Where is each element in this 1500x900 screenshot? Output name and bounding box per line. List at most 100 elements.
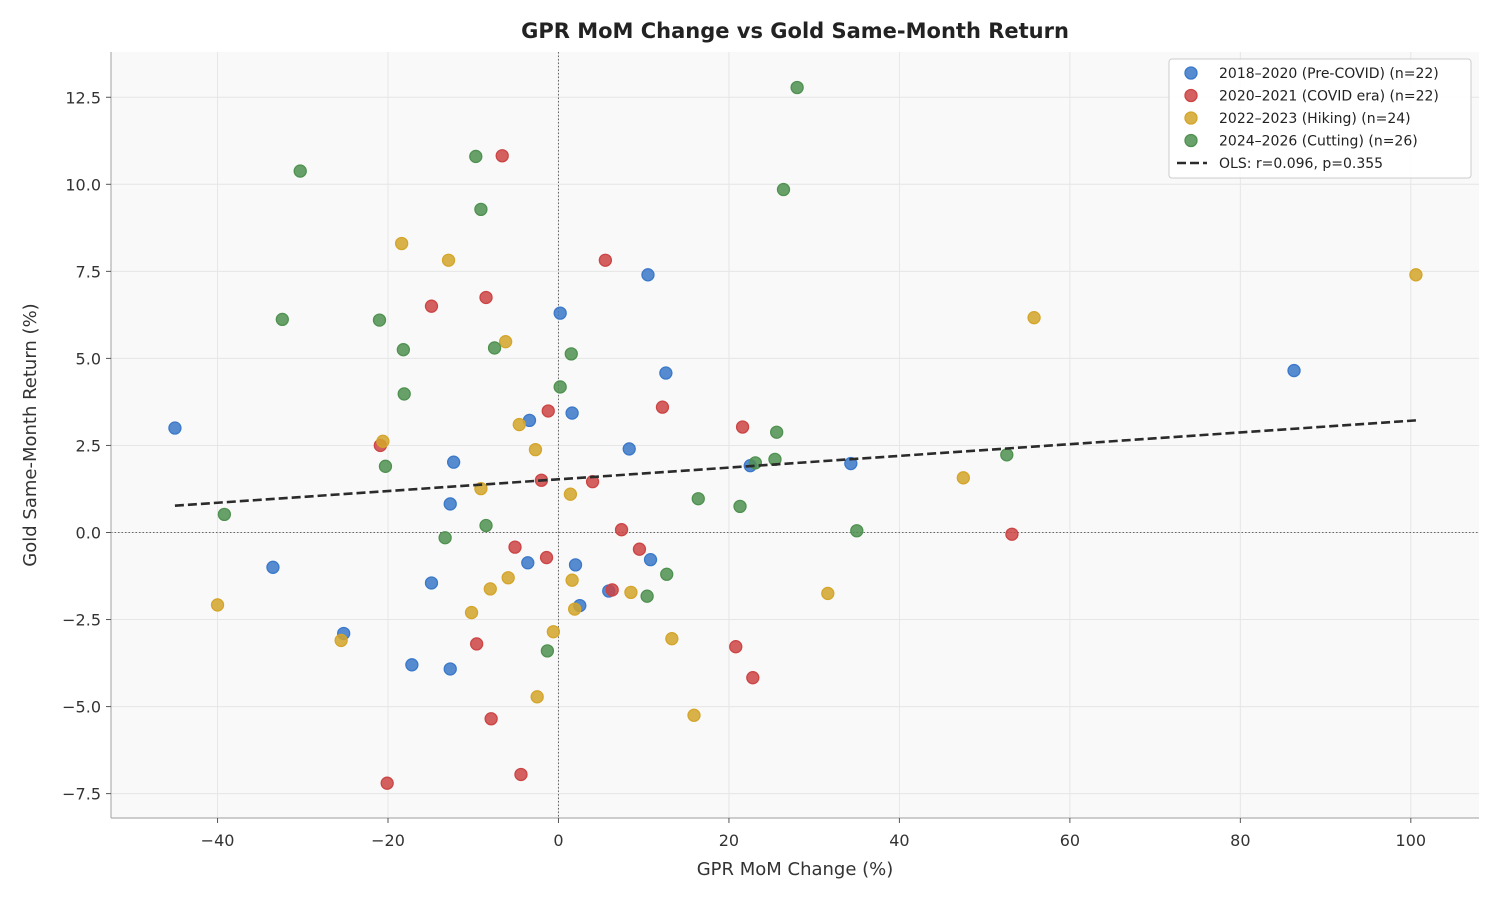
x-tick-label: 100 (1396, 831, 1427, 850)
data-point (275, 312, 289, 327)
x-tick-label: 40 (889, 831, 909, 850)
data-point (443, 497, 457, 511)
data-point (956, 471, 970, 485)
data-point (1027, 311, 1041, 325)
data-points (168, 80, 1423, 790)
data-point (378, 459, 393, 473)
data-point (168, 421, 182, 435)
data-point (1000, 448, 1014, 462)
data-point (508, 540, 522, 554)
x-ticks: −40 −20 0 20 40 60 80 100 (201, 818, 1426, 850)
data-point (1409, 268, 1423, 282)
grid (111, 52, 1479, 818)
data-point (624, 585, 638, 600)
data-point (691, 492, 705, 506)
legend-label: 2024–2026 (Cutting) (n=26) (1219, 134, 1418, 150)
data-point (528, 442, 543, 457)
data-point (733, 499, 747, 514)
data-point (495, 149, 509, 163)
plot-area (111, 52, 1479, 818)
y-tick-label: 12.5 (65, 88, 101, 107)
legend-marker (1184, 66, 1198, 80)
data-point (568, 602, 582, 616)
data-point (729, 640, 743, 654)
data-point (501, 571, 515, 585)
x-tick-label: 0 (553, 831, 563, 850)
data-point (632, 542, 647, 556)
data-point (563, 487, 578, 501)
data-point (376, 434, 390, 448)
y-tick-label: 2.5 (76, 436, 101, 455)
chart-title: GPR MoM Change vs Gold Same-Month Return (521, 19, 1069, 43)
data-point (470, 637, 484, 651)
data-point (396, 343, 411, 357)
data-point (498, 335, 513, 349)
y-tick-label: 10.0 (65, 175, 101, 194)
data-point (424, 299, 439, 313)
data-point (565, 573, 579, 587)
data-point (568, 558, 583, 572)
x-axis-label: GPR MoM Change (%) (697, 859, 894, 880)
data-point (512, 417, 526, 432)
data-point (770, 425, 784, 439)
data-point (443, 662, 457, 676)
data-point (293, 164, 307, 178)
reference-lines (111, 52, 1479, 818)
data-point (521, 556, 535, 570)
y-tick-label: −7.5 (62, 785, 101, 804)
data-point (479, 290, 493, 305)
data-point (372, 313, 387, 327)
data-point (441, 253, 456, 267)
x-tick-label: 20 (719, 831, 739, 850)
data-point (546, 625, 561, 639)
series-3 (210, 236, 1423, 722)
data-point (1005, 527, 1019, 541)
data-point (479, 518, 493, 533)
x-tick-label: −40 (201, 831, 235, 850)
data-point (641, 268, 655, 282)
data-point (446, 455, 461, 469)
data-point (622, 442, 636, 456)
data-point (850, 524, 864, 538)
data-point (844, 456, 858, 471)
data-point (640, 589, 654, 603)
data-point (530, 690, 544, 704)
y-axis-label: Gold Same-Month Return (%) (20, 303, 41, 566)
data-point (643, 552, 658, 567)
legend-marker (1184, 111, 1198, 125)
y-tick-label: 7.5 (76, 262, 101, 281)
data-point (665, 632, 679, 646)
data-point (598, 253, 613, 267)
data-point (424, 576, 439, 590)
data-point (474, 202, 488, 217)
data-point (405, 658, 419, 672)
x-tick-label: 60 (1060, 831, 1080, 850)
data-point (334, 633, 348, 648)
x-tick-label: 80 (1230, 831, 1250, 850)
axes (110, 52, 1479, 819)
series-2 (373, 149, 1019, 790)
data-point (776, 182, 791, 197)
data-point (541, 404, 555, 418)
y-tick-label: 5.0 (76, 349, 101, 368)
data-point (394, 236, 409, 251)
data-point (483, 582, 497, 596)
data-point (564, 347, 578, 361)
data-point (484, 712, 498, 726)
data-point (1287, 363, 1301, 378)
y-ticks: −7.5 −5.0 −2.5 0.0 2.5 5.0 7.5 10.0 12.5 (62, 88, 111, 804)
data-point (539, 550, 554, 565)
data-point (397, 387, 411, 401)
legend-marker (1184, 88, 1198, 103)
x-tick-label: −20 (371, 831, 405, 850)
data-point (790, 80, 804, 95)
data-point (514, 767, 528, 782)
data-point (821, 586, 835, 601)
data-point (553, 380, 567, 394)
legend-label: 2020–2021 (COVID era) (n=22) (1219, 89, 1439, 105)
data-point (687, 708, 701, 722)
data-point (380, 776, 394, 790)
data-point (266, 560, 280, 574)
data-point (655, 400, 670, 414)
